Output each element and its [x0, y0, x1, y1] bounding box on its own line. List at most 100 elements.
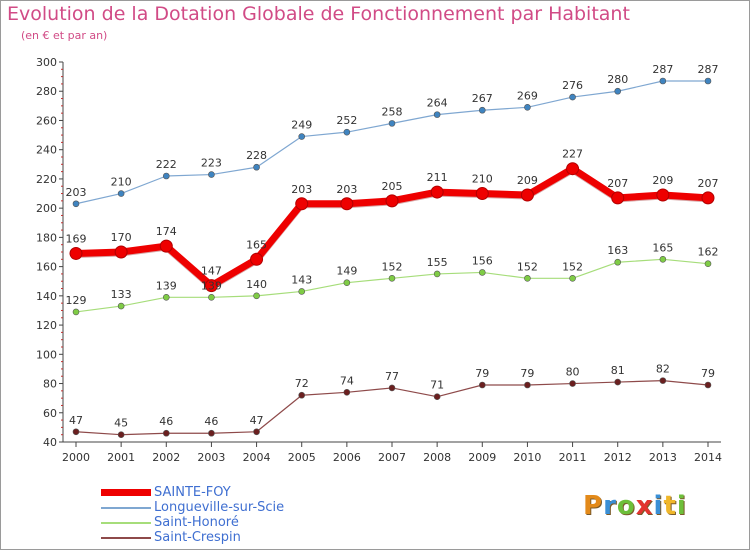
- data-point-saint-crespin: [117, 431, 125, 438]
- y-tick-label: 140: [36, 290, 57, 303]
- data-point-saint-honor: [298, 288, 306, 295]
- data-point-saint-honor: [117, 302, 125, 310]
- x-tick-label: 2000: [62, 451, 90, 464]
- data-label-longueville-sur-scie: 276: [562, 79, 583, 92]
- logo-letter: o: [616, 491, 636, 521]
- data-point-saint-crespin: [704, 381, 712, 389]
- data-label-sainte-foy: 174: [156, 225, 177, 238]
- data-label-saint-crespin: 71: [430, 379, 444, 392]
- data-label-longueville-sur-scie: 287: [698, 63, 719, 76]
- y-tick-label: 280: [36, 85, 57, 98]
- legend-label-saint-honor: Saint-Honoré: [154, 515, 239, 530]
- data-point-longueville-sur-scie: [253, 163, 260, 171]
- y-tick-label: 200: [36, 202, 57, 215]
- data-label-saint-honor: 139: [156, 279, 177, 292]
- legend-swatch-saint-crespin: [101, 536, 151, 539]
- data-label-saint-honor: 152: [517, 260, 538, 273]
- data-labels: 203 210 222 223 228 249 252 258 264 267 269 276 280 2…: [66, 63, 719, 430]
- data-point-saint-honor: [659, 256, 667, 263]
- data-label-saint-crespin: 79: [475, 367, 489, 380]
- data-label-sainte-foy: 207: [698, 177, 719, 190]
- data-label-saint-crespin: 79: [520, 367, 534, 380]
- y-tick-label: 260: [36, 114, 57, 127]
- data-label-sainte-foy: 209: [652, 174, 673, 187]
- data-point-saint-honor: [253, 292, 260, 300]
- data-point-longueville-sur-scie: [524, 104, 531, 111]
- x-tick-label: 2009: [468, 451, 496, 464]
- x-tick-label: 2003: [197, 451, 225, 464]
- data-label-longueville-sur-scie: 223: [201, 157, 222, 170]
- data-point-sainte-foy: [520, 188, 534, 202]
- data-point-saint-crespin: [524, 381, 531, 389]
- y-tick-label: 40: [43, 436, 57, 449]
- data-point-saint-crespin: [72, 428, 80, 436]
- data-label-saint-honor: 162: [698, 246, 719, 259]
- proxiti-logo: Proxiti: [583, 491, 687, 521]
- data-label-sainte-foy: 170: [111, 231, 132, 244]
- data-point-longueville-sur-scie: [208, 171, 215, 178]
- data-point-longueville-sur-scie: [433, 111, 441, 118]
- data-point-sainte-foy: [475, 187, 489, 201]
- data-label-saint-honor: 152: [382, 260, 403, 273]
- data-point-sainte-foy: [340, 197, 354, 211]
- data-label-longueville-sur-scie: 203: [66, 186, 87, 199]
- data-label-longueville-sur-scie: 264: [427, 97, 448, 110]
- x-tick-label: 2006: [333, 451, 361, 464]
- data-label-saint-crespin: 77: [385, 370, 399, 383]
- x-tick-label: 2008: [423, 451, 451, 464]
- data-point-sainte-foy: [701, 191, 715, 205]
- data-label-saint-honor: 133: [111, 288, 132, 301]
- x-tick-label: 2014: [694, 451, 722, 464]
- x-tick-label: 2013: [649, 451, 677, 464]
- data-point-saint-crespin: [388, 384, 396, 392]
- data-label-saint-honor: 140: [246, 278, 267, 291]
- y-tick-label: 120: [36, 319, 57, 332]
- data-label-sainte-foy: 203: [291, 183, 312, 196]
- data-point-sainte-foy: [430, 185, 444, 199]
- y-tick-label: 300: [36, 56, 57, 69]
- logo-letter: i: [676, 491, 687, 521]
- x-tick-label: 2011: [559, 451, 587, 464]
- axes: 40 60 80 100 120 140 160 180 200 220 240 260 280 300 2…: [36, 56, 722, 464]
- legend-swatch-sainte-foy: [101, 489, 151, 496]
- data-point-saint-honor: [524, 275, 531, 282]
- data-label-sainte-foy: 210: [472, 173, 493, 186]
- data-point-saint-honor: [569, 275, 576, 282]
- data-point-sainte-foy: [611, 191, 625, 205]
- y-tick-label: 80: [43, 378, 57, 391]
- y-tick-label: 60: [43, 407, 57, 420]
- logo-letter: i: [653, 491, 664, 521]
- legend-swatch-longueville-sur-scie: [101, 506, 151, 509]
- y-tick-label: 100: [36, 348, 57, 361]
- data-point-saint-honor: [162, 294, 170, 301]
- data-label-saint-crespin: 80: [566, 366, 580, 379]
- data-point-saint-crespin: [162, 429, 170, 437]
- data-point-longueville-sur-scie: [388, 120, 396, 127]
- data-label-saint-crespin: 79: [701, 367, 715, 380]
- data-label-sainte-foy: 203: [336, 183, 357, 196]
- data-point-saint-honor: [388, 275, 396, 282]
- data-label-sainte-foy: 211: [427, 171, 448, 184]
- data-point-saint-honor: [343, 279, 351, 286]
- data-point-sainte-foy: [204, 279, 218, 293]
- data-point-longueville-sur-scie: [117, 190, 125, 197]
- data-point-saint-crespin: [614, 378, 622, 386]
- data-point-longueville-sur-scie: [72, 200, 80, 208]
- data-point-sainte-foy: [69, 246, 83, 260]
- data-point-saint-honor: [433, 270, 441, 278]
- data-label-saint-crespin: 74: [340, 374, 354, 387]
- data-label-longueville-sur-scie: 249: [291, 119, 312, 132]
- data-label-sainte-foy: 209: [517, 174, 538, 187]
- data-point-longueville-sur-scie: [614, 87, 622, 95]
- data-point-saint-crespin: [208, 429, 215, 437]
- data-label-sainte-foy: 147: [201, 265, 222, 278]
- logo-letter: P: [583, 491, 604, 521]
- data-point-sainte-foy: [114, 245, 128, 259]
- data-point-saint-crespin: [478, 381, 486, 389]
- data-point-sainte-foy: [385, 194, 399, 208]
- data-label-saint-honor: 156: [472, 254, 493, 267]
- legend-label-saint-crespin: Saint-Crespin: [154, 530, 241, 545]
- data-point-longueville-sur-scie: [478, 106, 486, 114]
- data-point-sainte-foy: [295, 197, 309, 211]
